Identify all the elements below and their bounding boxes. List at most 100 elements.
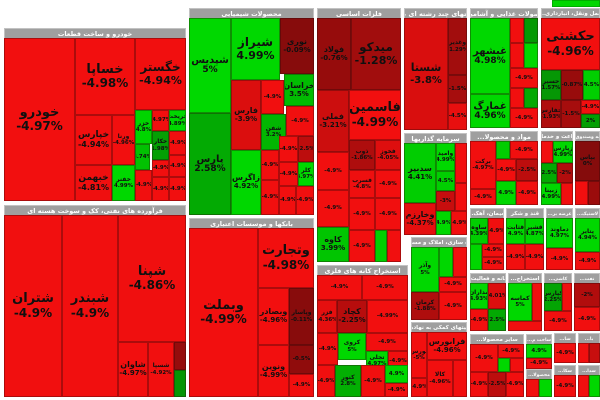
treemap-tile-small[interactable]: -4.9% (349, 198, 375, 230)
treemap-tile-small[interactable] (455, 143, 467, 183)
treemap-tile-small[interactable]: -4.9% (544, 311, 572, 331)
treemap-tile-small[interactable]: -4.01% (488, 283, 506, 309)
treemap-tile-small[interactable]: -4.9% (361, 365, 385, 397)
treemap-tile[interactable]: وخارزم -4.37% (404, 203, 436, 235)
treemap-tile-small[interactable]: -2% (557, 163, 573, 183)
treemap-tile-small[interactable]: -4.9% (317, 333, 338, 365)
treemap-tile-small[interactable]: -4.9% (362, 275, 408, 300)
treemap-tile[interactable]: فارس -3.9% (231, 80, 261, 150)
treemap-tile[interactable]: میدکو -1.28% (351, 18, 401, 90)
treemap-tile-small[interactable] (524, 88, 538, 108)
treemap-tile-small[interactable]: -4.9% (349, 230, 375, 262)
treemap-tile[interactable]: غمارگ 4.96% (470, 94, 510, 128)
treemap-tile[interactable]: کالا -4.96% (427, 360, 453, 397)
treemap-tile[interactable]: خودرو -4.97% (4, 38, 75, 201)
treemap-tile[interactable]: خکار1.98% (152, 131, 169, 160)
treemap-tile-small[interactable] (510, 88, 524, 108)
treemap-tile-small[interactable] (510, 43, 524, 68)
treemap-tile[interactable]: شپنا -4.86% (118, 215, 186, 342)
treemap-tile[interactable]: ساوه 4.39% (470, 218, 488, 244)
treemap-tile[interactable]: فرابورس -4.96% (427, 332, 467, 360)
treemap-tile-small[interactable]: -4.9% (279, 136, 298, 162)
treemap-tile-small[interactable] (562, 283, 572, 311)
treemap-tile-small[interactable]: -4.9% (169, 155, 186, 177)
treemap-tile-small[interactable] (508, 321, 542, 331)
treemap-tile-small[interactable]: 4.9% (385, 365, 408, 383)
treemap-tile[interactable]: خپارس -4.94% (75, 115, 112, 165)
treemap-tile[interactable]: بورس -5% (411, 332, 427, 378)
treemap-tile[interactable]: خفنر 4.99% (112, 165, 135, 201)
treemap-tile[interactable]: فاسمین -4.99% (349, 90, 401, 140)
treemap-tile-small[interactable]: -4.9% (169, 131, 186, 155)
treemap-tile-small[interactable]: -4.9% (581, 100, 600, 114)
treemap-tile[interactable]: وبملت -4.99% (189, 228, 258, 397)
treemap-tile-small[interactable] (496, 141, 510, 159)
treemap-tile[interactable] (524, 43, 538, 68)
treemap-tile-small[interactable] (539, 379, 552, 397)
treemap-tile-small[interactable] (588, 181, 600, 205)
treemap-tile-small[interactable]: -1.5% (448, 75, 467, 103)
treemap-tile[interactable]: حکشتی -4.96% (541, 18, 600, 70)
treemap-tile-small[interactable]: -4.9% (296, 186, 314, 215)
treemap-tile-small[interactable] (174, 370, 186, 397)
treemap-tile[interactable]: کنور 2.8% (335, 365, 361, 397)
treemap-tile[interactable]: وبصادر -4.96% (258, 288, 289, 345)
partial-tile-fragment[interactable] (552, 0, 600, 7)
treemap-tile-small[interactable]: -4.9% (261, 150, 279, 180)
treemap-tile-small[interactable]: -4.9% (261, 80, 284, 114)
treemap-tile-small[interactable]: -0.87% (561, 70, 583, 100)
treemap-tile-small[interactable]: -4.9% (317, 365, 335, 397)
treemap-tile-small[interactable] (510, 18, 524, 43)
treemap-tile[interactable]: غبشهر 4.98% (470, 18, 510, 94)
treemap-tile-small[interactable] (526, 379, 539, 397)
treemap-tile-small[interactable]: 2.5% (541, 163, 557, 183)
treemap-tile-small[interactable]: -4.9% (135, 170, 152, 201)
treemap-tile[interactable]: وآذر 5% (411, 247, 439, 292)
treemap-tile[interactable]: ونوین -4.99% (258, 345, 289, 397)
treemap-tile-small[interactable] (532, 283, 542, 321)
treemap-tile-small[interactable]: -4.9% (470, 309, 488, 331)
treemap-tile[interactable]: زاگرس 4.92% (231, 150, 261, 215)
treemap-tile-small[interactable]: -4.9% (498, 344, 524, 358)
treemap-tile[interactable]: شبندر -4.9% (62, 215, 118, 397)
treemap-tile-small[interactable]: -4.9% (470, 189, 496, 205)
treemap-tile[interactable]: قثابت 4.9% (506, 218, 525, 244)
treemap-tile-small[interactable]: -1.5% (561, 100, 581, 128)
treemap-tile[interactable]: کچاد -2.25% (337, 300, 367, 333)
treemap-tile[interactable]: حسیر 1.57% (541, 70, 561, 100)
treemap-tile-small[interactable]: -4.9% (510, 108, 538, 128)
treemap-tile-small[interactable]: -4.9% (317, 190, 349, 227)
treemap-tile[interactable]: ورنا -4.96% (112, 115, 135, 165)
treemap-tile-small[interactable]: -4.9% (575, 252, 600, 270)
treemap-tile-small[interactable]: -4.9% (506, 244, 525, 270)
treemap-tile-small[interactable]: -4.9% (375, 170, 401, 198)
treemap-tile[interactable]: شستا -3.8% (404, 18, 448, 130)
treemap-tile-small[interactable]: -4.5% (448, 103, 467, 130)
treemap-tile-small[interactable]: -4.9% (385, 383, 408, 397)
treemap-tile-small[interactable]: 4.5% (583, 70, 600, 100)
treemap-tile[interactable]: شسپا -4.92% (148, 342, 174, 397)
treemap-tile-small[interactable] (453, 247, 467, 277)
treemap-tile[interactable]: وپاسار -0.11% (289, 288, 314, 345)
treemap-tile-small[interactable]: -4.9% (279, 186, 296, 215)
treemap-tile-small[interactable]: -4.9% (488, 218, 504, 244)
treemap-tile[interactable]: خراسان 3.5% (284, 74, 314, 106)
treemap-tile[interactable]: شیراز 4.99% (231, 18, 280, 80)
treemap-tile-small[interactable]: -4.9% (439, 292, 467, 320)
treemap-tile-small[interactable]: -0.5% (289, 345, 314, 374)
treemap-tile-small[interactable] (455, 183, 467, 211)
treemap-tile[interactable]: کروی 5% (338, 333, 366, 360)
treemap-tile-small[interactable]: -4.9% (152, 160, 169, 177)
treemap-tile-small[interactable]: 4.9% (436, 211, 451, 235)
treemap-tile-small[interactable]: 4.5% (436, 171, 455, 191)
treemap-tile-small[interactable] (578, 375, 589, 397)
treemap-tile-small[interactable]: 4.9% (496, 181, 516, 205)
treemap-tile-small[interactable]: -4.9% (366, 333, 408, 351)
treemap-tile[interactable]: کرمان -1.88% (411, 292, 439, 320)
treemap-tile-small[interactable]: -4.9% (261, 180, 279, 215)
treemap-tile[interactable]: فخوز -4.05% (375, 140, 401, 170)
treemap-tile-small[interactable]: -4.9% (279, 162, 298, 186)
treemap-tile-small[interactable] (375, 230, 387, 262)
treemap-tile-small[interactable]: -4.99% (367, 300, 408, 333)
treemap-tile[interactable]: پتایر 4.94% (575, 218, 600, 252)
